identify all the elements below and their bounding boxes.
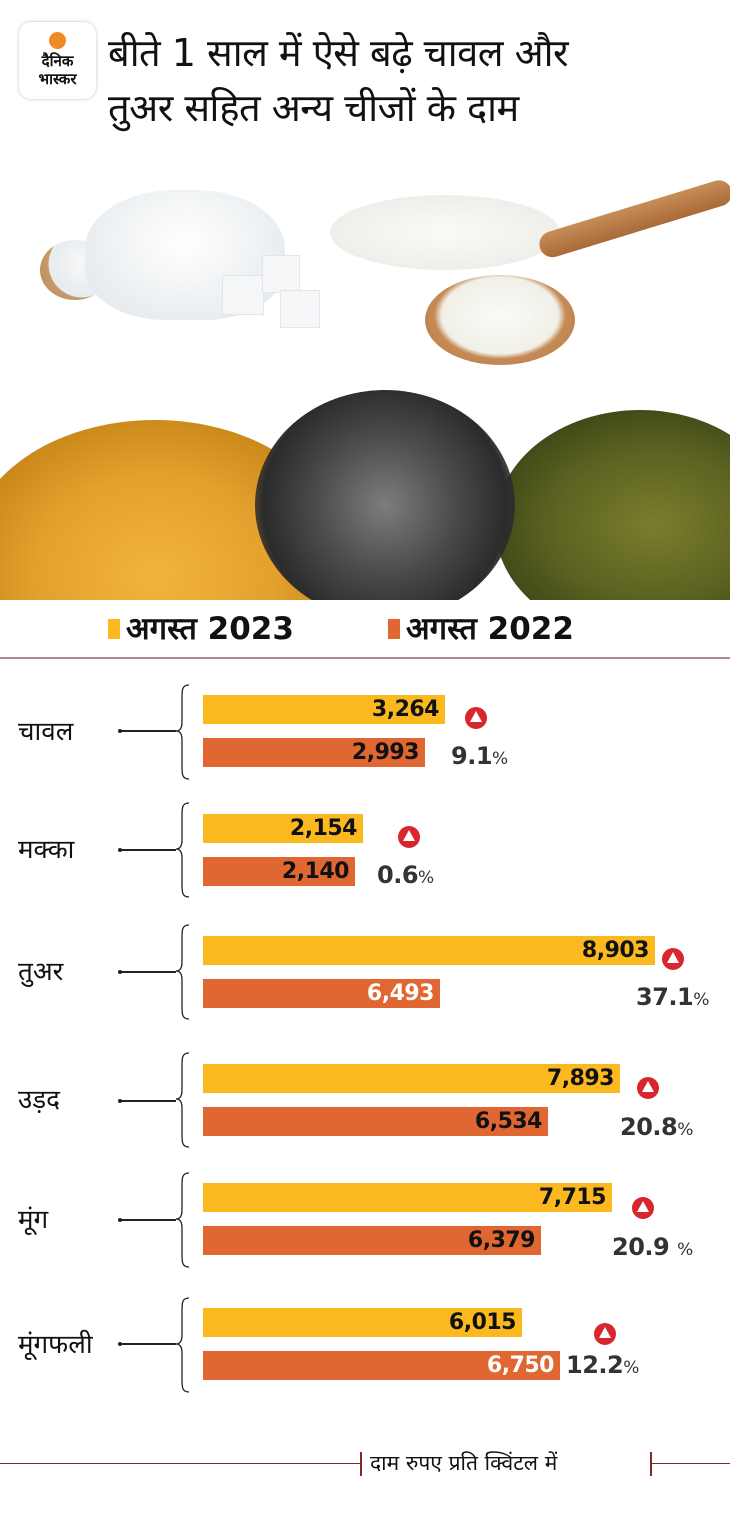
- bar-value: 2,154: [289, 816, 358, 841]
- bar-2022: 6,493: [203, 979, 440, 1008]
- footer-line-right: [650, 1463, 730, 1464]
- wooden-spoon-handle: [536, 180, 730, 261]
- chart-row-chawal: चावल 3,264 2,993 9.1%: [0, 682, 730, 782]
- bar-value: 2,140: [281, 859, 350, 884]
- chart-row-tuar: तुअर 8,903 6,493 37.1%: [0, 922, 730, 1022]
- connector-line: [120, 1343, 176, 1345]
- chart-row-makka: मक्का 2,154 2,140 0.6%: [0, 800, 730, 900]
- legend-item-2022: अगस्त 2022: [388, 606, 574, 652]
- row-label: मक्का: [18, 835, 75, 865]
- dainik-bhaskar-logo: दैनिक भास्कर: [19, 22, 96, 99]
- change-percent: 12.2%: [566, 1351, 639, 1379]
- moong-image: [495, 410, 730, 600]
- bar-2022: 6,534: [203, 1107, 548, 1136]
- row-label: चावल: [18, 717, 74, 747]
- urad-dal-image: [255, 390, 515, 600]
- legend-swatch-2022: [388, 619, 400, 639]
- connector-line: [120, 1219, 176, 1221]
- bar-value: 3,264: [371, 697, 440, 722]
- bar-value: 6,750: [486, 1353, 555, 1378]
- bar-2023: 3,264: [203, 695, 445, 724]
- logo-text-dainik: दैनिक: [41, 52, 74, 70]
- change-percent: 37.1%: [636, 983, 709, 1011]
- up-arrow-icon: [594, 1323, 616, 1345]
- bar-value: 6,015: [448, 1310, 517, 1335]
- brace-icon: [176, 1172, 190, 1268]
- title-line-1: बीते 1 साल में ऐसे बढ़े चावल और: [108, 31, 569, 75]
- bar-value: 6,534: [474, 1109, 543, 1134]
- bar-2023: 7,893: [203, 1064, 620, 1093]
- bar-value: 7,715: [538, 1185, 607, 1210]
- sugar-cube: [262, 255, 300, 293]
- title-line-2: तुअर सहित अन्य चीजों के दाम: [108, 86, 519, 130]
- change-percent: 20.9 %: [612, 1233, 693, 1261]
- chart-row-moong: मूंग 7,715 6,379 20.9 %: [0, 1170, 730, 1270]
- legend-item-2023: अगस्त 2023: [108, 606, 294, 652]
- bar-2023: 8,903: [203, 936, 655, 965]
- bar-2022: 6,750: [203, 1351, 560, 1380]
- bar-2022: 2,140: [203, 857, 355, 886]
- sun-icon: [49, 32, 66, 49]
- grains-illustration: [0, 180, 730, 600]
- row-label: उड़द: [18, 1085, 60, 1115]
- connector-line: [120, 849, 176, 851]
- row-label: तुअर: [18, 957, 64, 987]
- footer-tick-right: [650, 1452, 652, 1476]
- bar-2023: 2,154: [203, 814, 363, 843]
- brace-icon: [176, 924, 190, 1020]
- up-arrow-icon: [465, 707, 487, 729]
- bar-value: 8,903: [581, 938, 650, 963]
- brace-icon: [176, 1052, 190, 1148]
- change-percent: 20.8%: [620, 1113, 693, 1141]
- bar-2022: 6,379: [203, 1226, 541, 1255]
- change-percent: 9.1%: [451, 742, 508, 770]
- bar-2023: 6,015: [203, 1308, 522, 1337]
- up-arrow-icon: [398, 826, 420, 848]
- up-arrow-icon: [632, 1197, 654, 1219]
- legend-label-2022: अगस्त 2022: [406, 611, 574, 647]
- up-arrow-icon: [662, 948, 684, 970]
- unit-note: दाम रुपए प्रति क्विंटल में: [370, 1451, 558, 1475]
- bar-2023: 7,715: [203, 1183, 612, 1212]
- connector-line: [120, 730, 176, 732]
- change-percent: 0.6%: [377, 861, 434, 889]
- page-title: बीते 1 साल में ऐसे बढ़े चावल और तुअर सहि…: [108, 26, 728, 136]
- rice-spoon-image: [425, 275, 575, 365]
- bar-value: 2,993: [351, 740, 420, 765]
- connector-line: [120, 971, 176, 973]
- unit-note-footer: दाम रुपए प्रति क्विंटल में: [0, 1446, 730, 1480]
- row-label: मूंगफली: [18, 1330, 93, 1360]
- legend-swatch-2023: [108, 619, 120, 639]
- section-divider: [0, 657, 730, 659]
- chart-row-moongphali: मूंगफली 6,015 6,750 12.2%: [0, 1295, 730, 1395]
- legend-label-2023: अगस्त 2023: [126, 611, 294, 647]
- sugar-cube: [280, 290, 320, 328]
- bar-value: 7,893: [546, 1066, 615, 1091]
- bar-value: 6,493: [366, 981, 435, 1006]
- logo-text-bhaskar: भास्कर: [38, 70, 77, 88]
- chart-row-urad: उड़द 7,893 6,534 20.8%: [0, 1050, 730, 1150]
- rice-heap-image: [330, 195, 560, 270]
- brace-icon: [176, 802, 190, 898]
- connector-line: [120, 1100, 176, 1102]
- row-label: मूंग: [18, 1205, 49, 1235]
- sugar-cube: [222, 275, 264, 315]
- up-arrow-icon: [637, 1077, 659, 1099]
- bar-value: 6,379: [467, 1228, 536, 1253]
- bar-2022: 2,993: [203, 738, 425, 767]
- brace-icon: [176, 1297, 190, 1393]
- brace-icon: [176, 684, 190, 780]
- footer-line-left: [0, 1463, 360, 1464]
- chart-legend: अगस्त 2023 अगस्त 2022: [0, 606, 730, 652]
- footer-tick-left: [360, 1452, 362, 1476]
